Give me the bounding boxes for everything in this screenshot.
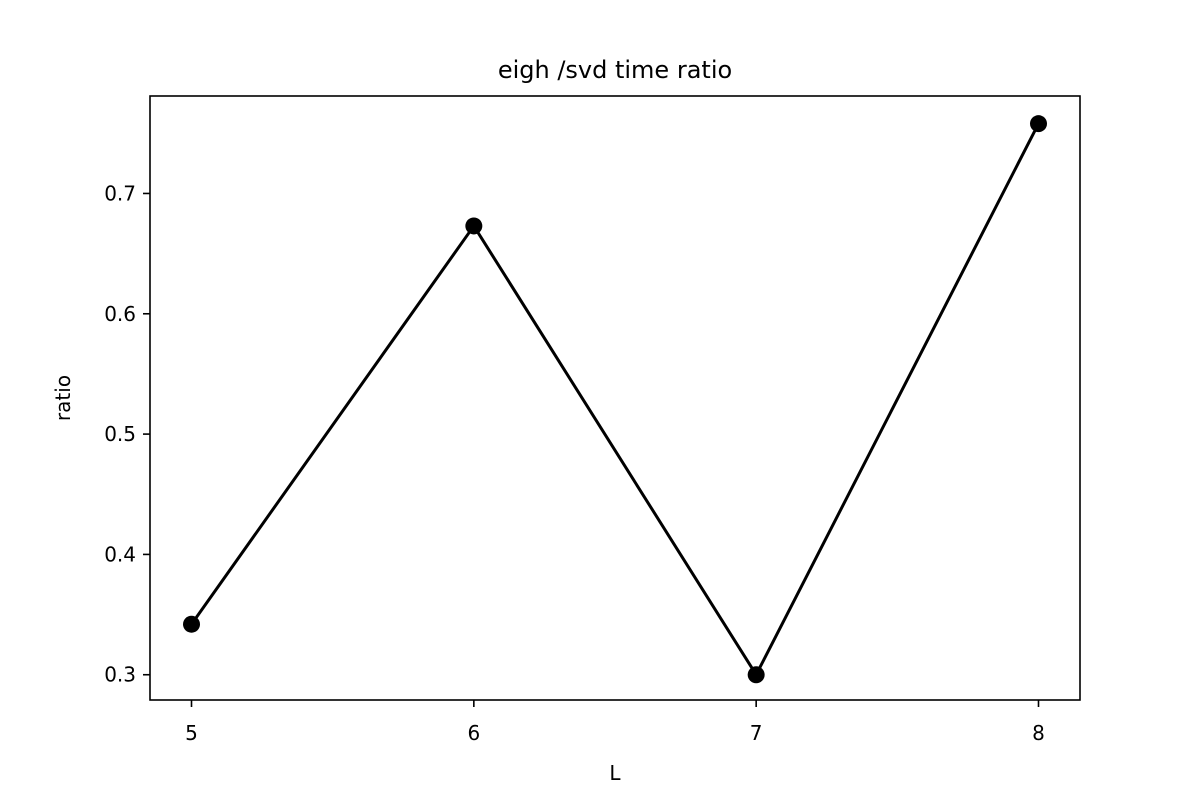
y-axis-ticks: 0.3 0.4 0.5 0.6 0.7 bbox=[104, 181, 150, 687]
y-axis-label: ratio bbox=[51, 375, 75, 421]
x-tick-label: 8 bbox=[1032, 721, 1045, 745]
x-axis-label: L bbox=[609, 761, 621, 785]
y-tick-label: 0.5 bbox=[104, 422, 136, 446]
x-tick-label: 7 bbox=[750, 721, 763, 745]
y-tick-label: 0.7 bbox=[104, 181, 136, 205]
y-tick-label: 0.4 bbox=[104, 542, 136, 566]
data-point bbox=[183, 615, 201, 633]
data-point bbox=[1029, 115, 1047, 133]
data-point bbox=[465, 217, 483, 235]
chart-title: eigh /svd time ratio bbox=[498, 56, 732, 84]
data-point bbox=[747, 666, 765, 684]
x-tick-label: 5 bbox=[185, 721, 198, 745]
series-line bbox=[190, 122, 1040, 677]
plot-area bbox=[183, 115, 1047, 684]
plot-frame bbox=[149, 95, 1081, 701]
x-axis-ticks: 5 6 7 8 bbox=[185, 700, 1045, 745]
y-tick-label: 0.3 bbox=[104, 663, 136, 687]
y-tick-label: 0.6 bbox=[104, 302, 136, 326]
x-tick-label: 6 bbox=[467, 721, 480, 745]
